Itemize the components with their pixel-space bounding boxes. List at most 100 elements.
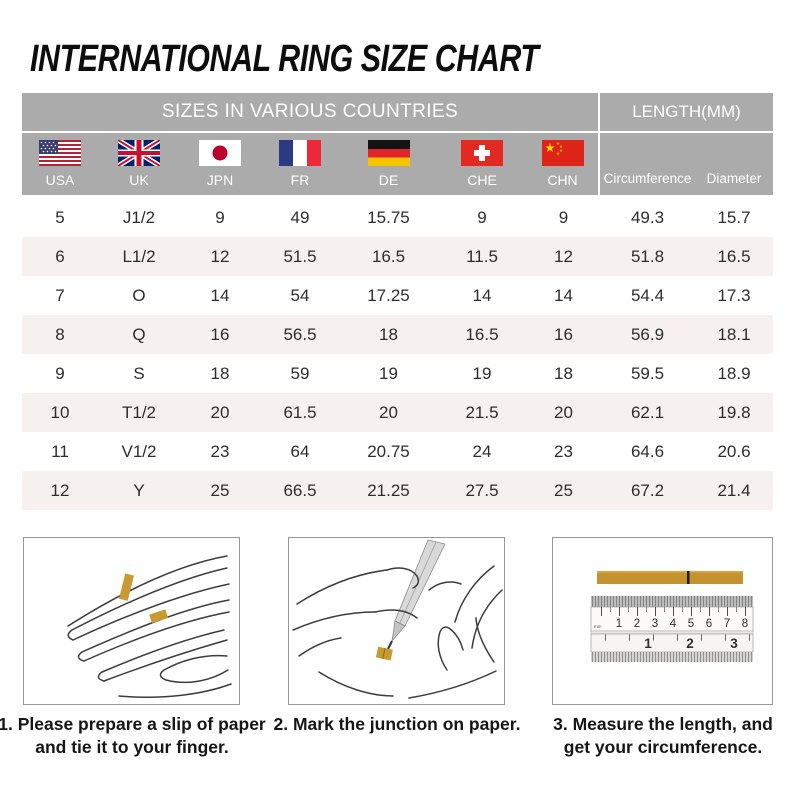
table-cell: 16.5	[465, 324, 499, 344]
table-cell: 17.25	[367, 285, 410, 305]
table-row: 8 Q 16 56.5 18 16.5 16 56.9 18.1	[22, 315, 773, 354]
table-cell: 67.2	[630, 480, 665, 500]
column-label-fr: FR	[290, 172, 310, 188]
table-cell: 23	[554, 441, 573, 461]
ruler-measurement-illustration: 1 2 3 4 5 6 7 8 mm 1 2 3	[590, 571, 754, 662]
china-flag	[541, 140, 584, 166]
table-cell: 49	[290, 207, 310, 227]
hand-with-paper-strip-illustration	[67, 555, 232, 698]
column-label-che: CHE	[467, 172, 497, 188]
table-cell: 17.3	[717, 285, 751, 305]
table-cell: 51.8	[630, 246, 665, 266]
table-cell: 16	[554, 324, 573, 344]
table-cell: 20	[210, 402, 230, 422]
column-label-de: DE	[378, 172, 399, 188]
table-cell: V1/2	[121, 441, 157, 461]
ruler-cm-7: 7	[724, 618, 730, 630]
table-cell: 12	[210, 246, 230, 266]
table-cell: 9	[55, 363, 65, 383]
ruler-inch-1: 1	[644, 636, 652, 651]
table-row: 7 O 14 54 17.25 14 14 54.4 17.3	[22, 276, 773, 315]
usa-flag	[39, 140, 81, 166]
table-cell: 14	[554, 285, 573, 305]
table-cell: 6	[55, 246, 65, 266]
table-cell: 9	[215, 207, 225, 227]
table-cell: 59	[290, 363, 310, 383]
table-row: 5 J1/2 9 49 15.75 9 9 49.3 15.7	[22, 198, 773, 237]
switzerland-flag	[461, 140, 503, 166]
column-label-chn: CHN	[547, 172, 578, 188]
table-cell: 15.7	[717, 207, 751, 227]
column-label-jpn: JPN	[206, 172, 234, 188]
table-cell: L1/2	[122, 246, 156, 266]
ruler-cm-1: 1	[616, 618, 622, 630]
table-cell: 64	[290, 441, 310, 461]
column-header-fr: FR	[260, 133, 340, 195]
table-cell: 56.5	[283, 324, 317, 344]
table-cell: 5	[55, 207, 65, 227]
ruler-cm-4: 4	[670, 618, 677, 630]
table-cell: 18	[210, 363, 230, 383]
table-cell: 49.3	[630, 207, 665, 227]
length-group-header: LENGTH(MM)	[632, 102, 741, 121]
table-cell: 16.5	[717, 246, 751, 266]
table-cell: 21.5	[465, 402, 499, 422]
column-header-che: CHE	[437, 133, 527, 195]
table-cell: 21.25	[367, 480, 410, 500]
table-cell: 24	[472, 441, 492, 461]
germany-flag	[367, 140, 410, 166]
table-cell: 11.5	[466, 246, 498, 266]
column-header-de: DE	[340, 133, 437, 195]
table-cell: 23	[210, 441, 230, 461]
table-cell: 10	[50, 402, 70, 422]
uk-flag	[118, 140, 160, 166]
table-cell: 12	[50, 480, 70, 500]
table-cell: 18.9	[717, 363, 751, 383]
column-header-usa: USA	[22, 133, 98, 195]
table-cell: 7	[55, 285, 65, 305]
column-header-chn: CHN	[527, 133, 600, 195]
country-header-row: USA UK JPN	[22, 133, 773, 195]
france-flag	[279, 140, 321, 166]
column-header-jpn: JPN	[180, 133, 260, 195]
table-group-header-row: SIZES IN VARIOUS COUNTRIES LENGTH(MM)	[22, 93, 773, 133]
table-cell: 61.5	[283, 402, 317, 422]
table-cell: 59.5	[630, 363, 665, 383]
table-cell: 20.75	[367, 441, 410, 461]
table-cell: 19	[472, 363, 492, 383]
step-3-caption-line-1: 3. Measure the length, and	[553, 714, 773, 734]
table-cell: 18.1	[717, 324, 751, 344]
table-cell: S	[133, 363, 145, 383]
table-row: 6 L1/2 12 51.5 16.5 11.5 12 51.8 16.5	[22, 237, 773, 276]
step-1-caption: 1. Please prepare a slip of paper and ti…	[0, 713, 272, 759]
step-2-caption-line-1: 2. Mark the junction on paper.	[273, 714, 521, 734]
step-2-caption: 2. Mark the junction on paper.	[257, 713, 537, 736]
column-label-usa: USA	[45, 172, 75, 188]
table-body: 5 J1/2 9 49 15.75 9 9 49.3 15.7 6 L1/2 12 51.5 16.5 11…	[22, 198, 773, 510]
sizes-group-header: SIZES IN VARIOUS COUNTRIES	[22, 93, 600, 131]
table-cell: 9	[558, 207, 569, 227]
table-cell: 8	[55, 324, 65, 344]
ruler-inch-2: 2	[686, 636, 694, 651]
table-cell: 20	[554, 402, 573, 422]
step-2-box	[288, 537, 505, 705]
table-cell: 20	[379, 402, 398, 422]
table-cell: 19.8	[717, 402, 751, 422]
table-cell: O	[132, 285, 146, 305]
column-label-uk: UK	[129, 172, 149, 188]
ruler-unit-label: mm	[594, 624, 602, 629]
table-row: 9 S 18 59 19 19 18 59.5 18.9	[22, 354, 773, 393]
table-cell: 20.6	[717, 441, 751, 461]
table-cell: J1/2	[122, 207, 156, 227]
table-cell: 27.5	[465, 480, 499, 500]
table-row: 12 Y 25 66.5 21.25 27.5 25 67.2 21.4	[22, 471, 773, 510]
ruler-cm-6: 6	[706, 618, 712, 630]
table-cell: 19	[379, 363, 398, 383]
table-cell: 51.5	[283, 246, 317, 266]
table-cell: 16.5	[371, 246, 406, 266]
ruler-cm-3: 3	[652, 618, 658, 630]
table-cell: 14	[210, 285, 230, 305]
table-cell: 18	[554, 363, 573, 383]
ruler-inch-3: 3	[730, 636, 738, 651]
